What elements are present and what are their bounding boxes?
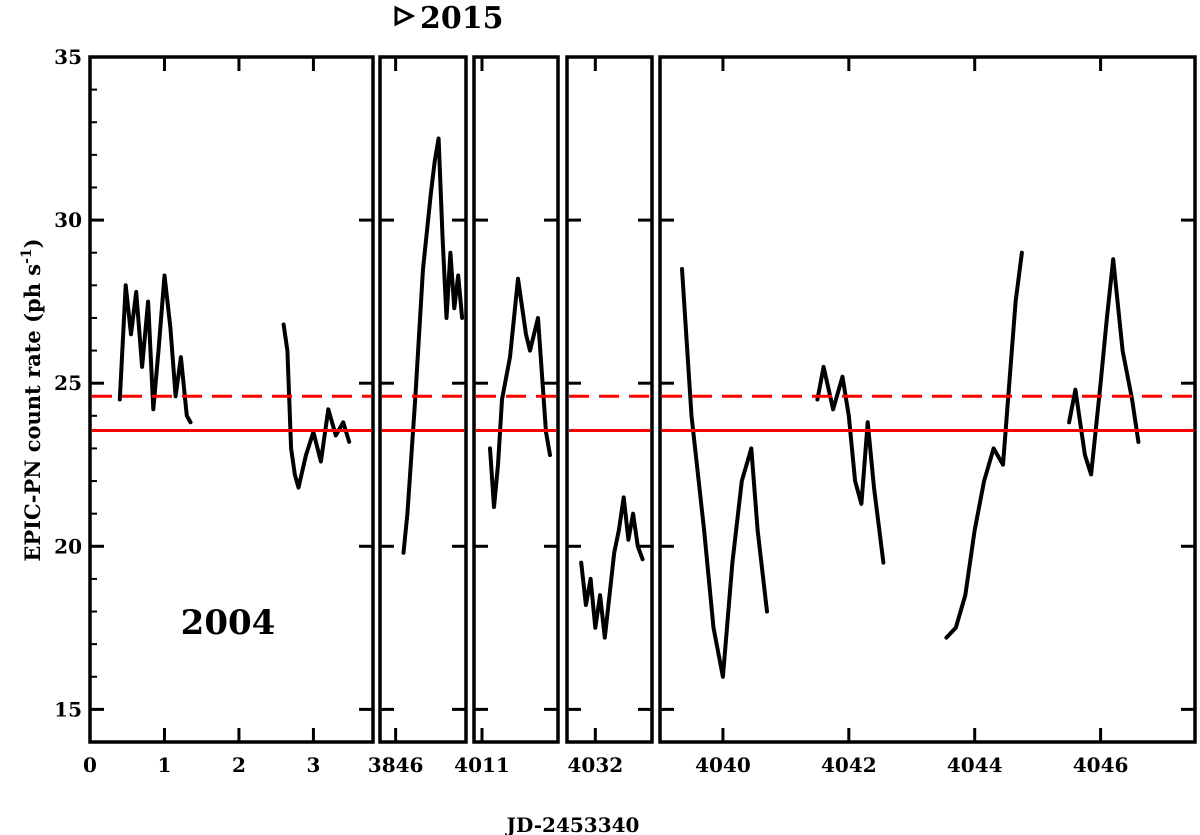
annotation-2015: 2015: [420, 1, 504, 36]
y-axis-label: EPIC-PN count rate (ph s-1): [19, 238, 45, 561]
y-tick-label: 15: [54, 697, 82, 721]
reference-lines: [92, 394, 1193, 432]
x-tick-label: 4040: [695, 753, 751, 777]
x-tick-label: 4046: [1073, 753, 1129, 777]
y-tick-label: 30: [54, 208, 82, 232]
panel-4: 4032: [565, 55, 654, 777]
light-curve-series-5-1: [680, 267, 769, 679]
y-tick-label: 35: [54, 45, 82, 69]
panel-frame: [658, 55, 1197, 744]
x-tick-label: 3: [306, 753, 320, 777]
x-tick-label: 0: [83, 753, 97, 777]
light-curve-series-5-4: [1067, 257, 1141, 477]
light-curve-series-1-1: [117, 273, 193, 425]
panel-frame: [472, 55, 560, 744]
triangle-marker-icon: [394, 5, 416, 27]
y-tick-label: 20: [54, 534, 82, 558]
x-tick-label: 4032: [567, 753, 623, 777]
annotation-2004: 2004: [181, 603, 276, 643]
x-tick-label: 4044: [947, 753, 1003, 777]
panel-frame: [378, 55, 468, 744]
panel-frame: [565, 55, 654, 744]
x-tick-label: 4011: [454, 753, 510, 777]
light-curve-series-2-1: [401, 136, 465, 555]
light-curve-series-5-3: [944, 250, 1024, 640]
panel-frame: [88, 55, 375, 744]
x-axis-label: JD-2453340: [505, 813, 640, 835]
x-tick-label: 3846: [368, 753, 424, 777]
panel-2: 3846: [368, 55, 468, 777]
panel-5: 4040 4042 4044 4046: [658, 55, 1197, 777]
y-tick-label: 25: [54, 371, 82, 395]
x-tick-label: 2: [232, 753, 246, 777]
y-axis-label-superscript: -1: [19, 248, 35, 264]
x-tick-label: 4042: [821, 753, 877, 777]
light-curve-series-3-1: [488, 276, 552, 510]
light-curve-series-4-1: [579, 495, 645, 640]
panel-1: 15 20 25 30 35 0 1 2 3: [54, 45, 375, 777]
panel-3: 4011: [454, 55, 560, 777]
light-curve-series-5-2: [815, 364, 886, 565]
light-curve-series-1-2: [281, 322, 352, 490]
x-tick-label: 1: [158, 753, 172, 777]
